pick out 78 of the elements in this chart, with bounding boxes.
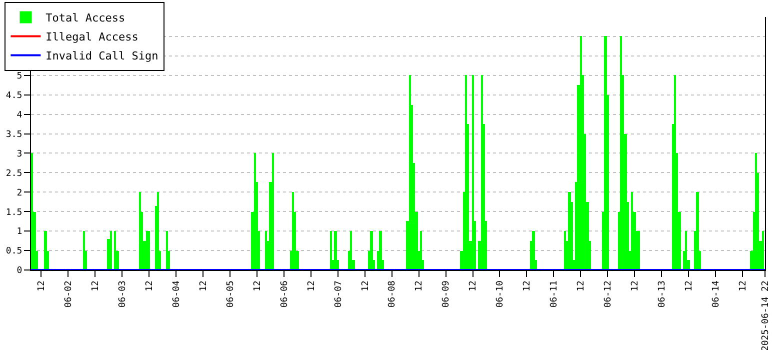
bar [330, 231, 332, 270]
bar [465, 75, 467, 270]
x-tick-label: 12 [630, 280, 641, 292]
x-tick-label: 06-13 [658, 280, 668, 308]
legend-label: Illegal Access [46, 30, 138, 44]
bar [292, 192, 294, 270]
x-tick-label: 06-14 [711, 280, 722, 308]
x-tick-label: 06-02 [64, 280, 74, 308]
x-tick-label: 06-05 [226, 280, 236, 308]
bar [272, 153, 274, 270]
bar [44, 231, 47, 270]
y-tick-label: 3 [16, 149, 22, 160]
x-tick-label: 12 [684, 280, 694, 292]
x-tick-label: 06-07 [334, 280, 344, 308]
x-tick-label: 12 [360, 280, 371, 292]
x-tick-label: 12 [37, 280, 48, 292]
bar [254, 153, 256, 270]
x-tick-label: 06-03 [118, 280, 128, 308]
x-tick-label: 06-11 [550, 280, 560, 308]
bar [350, 231, 352, 270]
y-tick-label: 4 [16, 110, 22, 120]
bar [638, 231, 640, 270]
y-tick-label: 4.5 [6, 91, 22, 101]
x-tick-label: 12 [144, 280, 155, 292]
y-tick-label: 1.5 [6, 208, 22, 218]
x-tick-label: 06-09 [442, 280, 452, 308]
x-tick-label: 06-08 [388, 280, 398, 308]
bar [685, 231, 687, 270]
bar [114, 231, 116, 270]
bar [604, 36, 607, 270]
bar [334, 231, 337, 270]
legend-label: Total Access [46, 12, 126, 25]
bar [631, 192, 633, 270]
x-tick-label: 06-06 [280, 280, 290, 308]
bar [379, 231, 382, 270]
y-tick-label: 1 [16, 227, 22, 238]
bar [696, 192, 699, 270]
bar [481, 75, 483, 270]
y-tick-label: 3.5 [6, 130, 22, 140]
x-tick-label: 06-10 [496, 280, 506, 308]
bar [532, 231, 535, 270]
bar [472, 75, 474, 270]
x-tick-label: 12 [198, 280, 209, 292]
bar [265, 231, 267, 270]
bar [139, 192, 141, 270]
x-tick-label: 12 [252, 280, 263, 292]
bar [564, 231, 566, 270]
y-tick-label: 5 [16, 72, 22, 82]
x-tick-label: 12 [306, 280, 317, 292]
bar [674, 75, 676, 270]
y-tick-label: 2 [16, 188, 22, 198]
x-tick-label: 12 [414, 280, 425, 292]
bar [755, 153, 757, 270]
bar [146, 231, 148, 270]
x-tick-label: 12 [468, 280, 479, 292]
bar [157, 192, 159, 270]
bar [83, 231, 85, 270]
bar [620, 36, 622, 270]
bar [370, 231, 373, 270]
x-tick-label: 12 [522, 280, 533, 292]
bar [110, 231, 112, 270]
bar [568, 192, 571, 270]
x-tick-label: 06-04 [172, 280, 182, 308]
bar [420, 231, 422, 270]
x-tick-label: 06-12 [604, 280, 614, 308]
y-tick-label: 0.5 [6, 246, 22, 257]
x-tick-label: 12 [90, 280, 101, 292]
x-tick-label: 12 [738, 280, 748, 292]
bar [166, 231, 168, 270]
bar [409, 75, 411, 270]
x-tick-label: 2025-06-14 22 [760, 280, 771, 350]
bar [31, 153, 33, 270]
y-tick-label: 2.5 [6, 168, 22, 179]
y-tick-label: 0 [16, 266, 22, 276]
bar [148, 231, 150, 270]
legend-label: Invalid Call Sign [46, 50, 158, 63]
bar [762, 231, 764, 270]
x-tick-label: 12 [576, 280, 587, 292]
